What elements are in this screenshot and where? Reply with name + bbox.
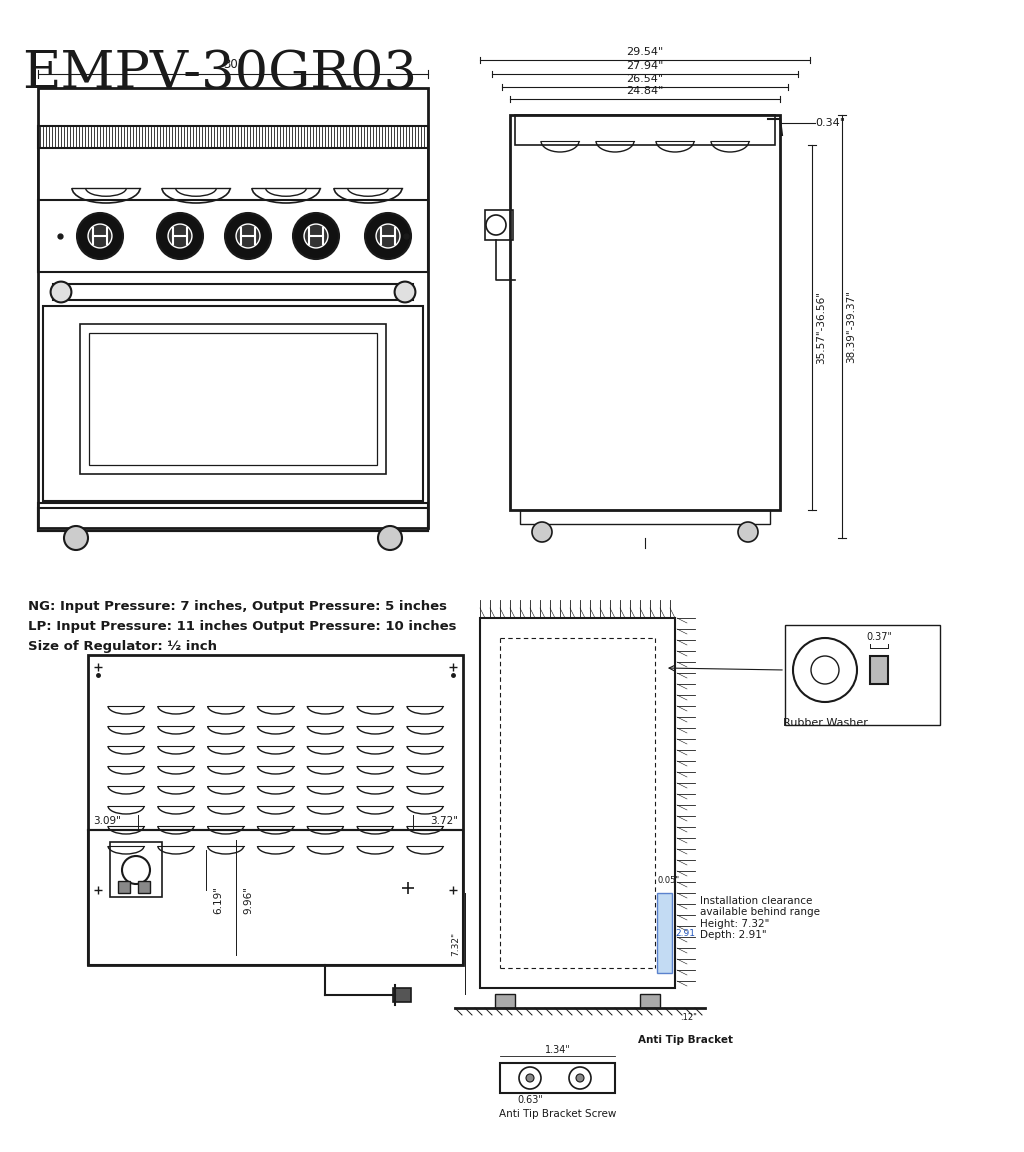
Bar (870, 655, 888, 684)
Bar (520, 510, 770, 524)
Text: 30": 30" (223, 58, 243, 71)
Text: 7.32": 7.32" (451, 932, 460, 955)
Circle shape (293, 213, 339, 259)
Text: 35.57"-36.56": 35.57"-36.56" (816, 291, 826, 364)
Circle shape (378, 526, 402, 550)
Bar (88, 829, 463, 965)
Bar (138, 881, 150, 893)
Bar (38, 200, 428, 272)
Text: .12": .12" (680, 1013, 697, 1022)
Bar (510, 115, 780, 510)
Text: 3.72": 3.72" (430, 816, 458, 826)
Bar (515, 115, 775, 145)
Circle shape (88, 223, 112, 248)
Circle shape (225, 213, 271, 259)
Circle shape (77, 213, 123, 259)
Text: 29.54": 29.54" (627, 47, 664, 56)
Text: LP: Input Pressure: 11 inches Output Pressure: 10 inches: LP: Input Pressure: 11 inches Output Pre… (28, 620, 457, 632)
Text: Anti Tip Bracket: Anti Tip Bracket (638, 1034, 732, 1045)
Bar (495, 994, 515, 1008)
Circle shape (394, 281, 416, 303)
Bar (38, 508, 428, 531)
Bar (38, 126, 428, 147)
Bar (38, 147, 428, 200)
Bar (657, 893, 672, 973)
Circle shape (237, 223, 260, 248)
Text: 0.63": 0.63" (517, 1096, 543, 1105)
Circle shape (376, 223, 400, 248)
Text: 9.96": 9.96" (243, 886, 253, 914)
Circle shape (526, 1074, 534, 1082)
Bar (785, 626, 940, 725)
Text: EMPV-30GR03: EMPV-30GR03 (22, 48, 417, 99)
Bar (80, 324, 386, 473)
Text: NG: Input Pressure: 7 inches, Output Pressure: 5 inches: NG: Input Pressure: 7 inches, Output Pre… (28, 600, 447, 613)
Circle shape (532, 522, 552, 541)
Text: 6.19": 6.19" (213, 886, 223, 914)
Bar (640, 994, 660, 1008)
Text: 0.05": 0.05" (657, 876, 679, 885)
Circle shape (365, 213, 411, 259)
Circle shape (50, 281, 72, 303)
Text: 0.37": 0.37" (866, 632, 892, 642)
Bar (43, 306, 423, 501)
Bar (38, 503, 428, 531)
Text: 2.91: 2.91 (675, 929, 695, 938)
Text: 27.94": 27.94" (627, 61, 664, 71)
Bar (88, 655, 463, 965)
Circle shape (304, 223, 328, 248)
Text: Installation clearance
available behind range
Height: 7.32"
Depth: 2.91": Installation clearance available behind … (700, 895, 820, 940)
Text: 26.54": 26.54" (627, 74, 664, 84)
Bar (500, 1063, 615, 1093)
Bar (53, 285, 413, 300)
Circle shape (63, 526, 88, 550)
Text: 1.34": 1.34" (545, 1045, 570, 1055)
Circle shape (168, 223, 191, 248)
Text: 3.09": 3.09" (93, 816, 121, 826)
Bar (38, 88, 428, 528)
Text: 38.39"-39.37": 38.39"-39.37" (846, 290, 856, 363)
Circle shape (157, 213, 203, 259)
Text: Anti Tip Bracket Screw: Anti Tip Bracket Screw (499, 1109, 616, 1119)
Bar (89, 333, 377, 465)
Bar (480, 617, 675, 988)
Text: 0.34": 0.34" (815, 118, 845, 128)
Bar (118, 881, 130, 893)
Text: 24.84": 24.84" (627, 86, 664, 96)
Circle shape (575, 1074, 584, 1082)
Bar (393, 988, 411, 1002)
Bar (485, 210, 513, 240)
Bar (110, 842, 162, 897)
Circle shape (738, 522, 758, 541)
Text: Size of Regulator: ½ inch: Size of Regulator: ½ inch (28, 641, 217, 653)
Text: Rubber Washer: Rubber Washer (782, 718, 867, 728)
